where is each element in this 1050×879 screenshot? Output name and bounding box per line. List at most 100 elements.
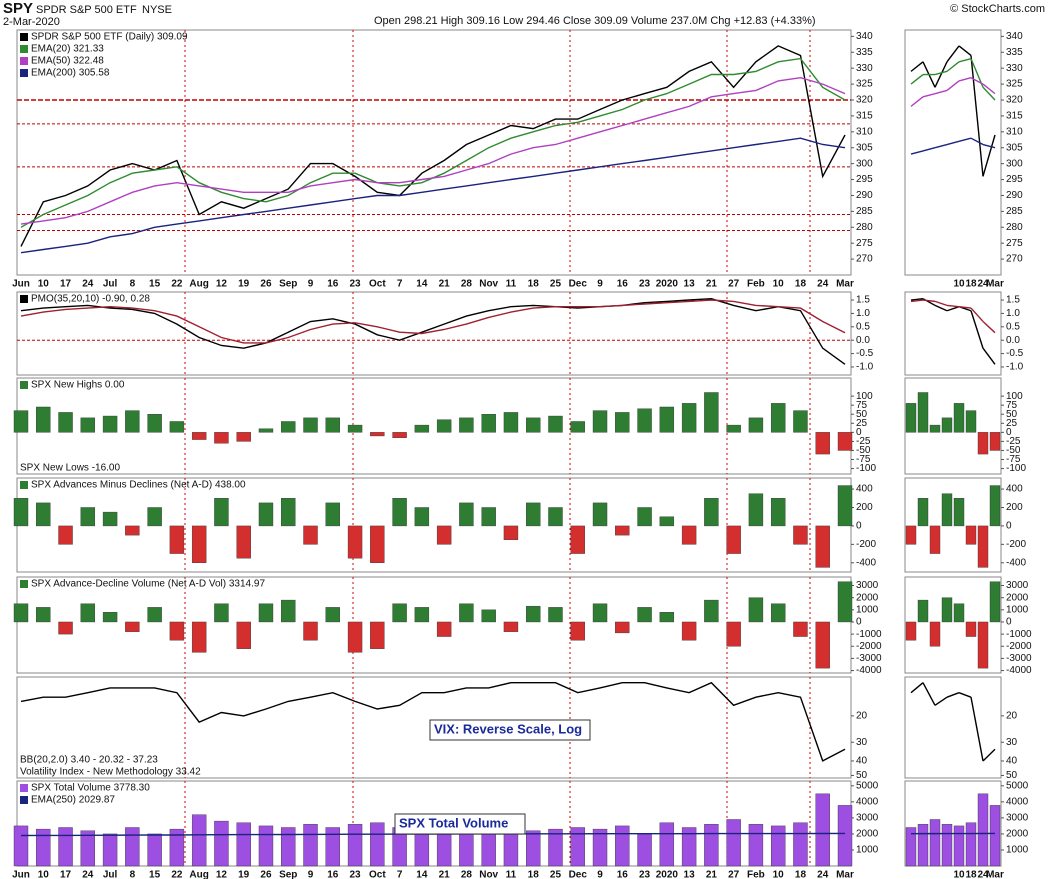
zoom-y-tick-label: -4000 — [1006, 665, 1032, 676]
zoom-panel-frame — [904, 29, 1002, 276]
zoom-line-segment — [946, 140, 960, 146]
y-tick-label: 50 — [856, 770, 868, 781]
x-tick-label: 13 — [684, 279, 696, 290]
y-tick-label: -4000 — [856, 665, 882, 676]
zoom-bar — [965, 410, 977, 433]
zoom-line-segment — [958, 45, 972, 57]
zoom-line-segment — [922, 147, 936, 152]
bar — [726, 621, 741, 647]
bar — [526, 830, 541, 867]
x-tick-label: Nov — [479, 870, 498, 879]
x-tick-label: 2020 — [656, 870, 679, 879]
x-tick-label: 16 — [617, 870, 629, 879]
zoom-bar — [929, 525, 941, 554]
bar — [637, 833, 652, 867]
panel-frame — [16, 477, 852, 573]
zoom-line-segment — [982, 347, 996, 365]
bar — [503, 621, 519, 632]
x-tick-label: 22 — [171, 279, 183, 290]
y-tick-label: -1.0 — [856, 362, 874, 373]
zoom-y-tick-label: 0 — [1006, 427, 1012, 438]
zoom-y-tick-label: 75 — [1006, 400, 1018, 411]
bar — [58, 827, 73, 867]
series-line — [20, 76, 846, 225]
series-line — [20, 45, 846, 247]
zoom-bar — [965, 525, 977, 545]
quote: Open 298.21 High 309.16 Low 294.46 Close… — [374, 15, 816, 27]
zoom-y-tick-label: 3000 — [1006, 580, 1029, 591]
y-tick-label: 20 — [856, 711, 868, 722]
bar — [793, 621, 808, 637]
bar — [681, 827, 697, 867]
series-line — [20, 681, 846, 762]
zoom-y-tick-label: 0 — [1006, 521, 1012, 532]
x-tick-label: 24 — [817, 279, 829, 290]
zoom-line-segment — [934, 300, 948, 307]
bar — [258, 502, 274, 527]
bar — [36, 502, 51, 527]
zoom-line-segment — [946, 306, 960, 312]
panel-title: PMO(35,20,10) -0.90, 0.28 — [31, 294, 150, 305]
zoom-x-tick-label: 24 — [977, 279, 989, 290]
zoom-panel-frame — [904, 291, 1002, 376]
x-tick-label: 10 — [773, 279, 785, 290]
zoom-y-tick-label: -2000 — [1006, 641, 1032, 652]
legend-swatch — [20, 33, 28, 41]
bar — [347, 424, 363, 433]
bar — [770, 498, 786, 527]
zoom-line-segment — [982, 83, 996, 95]
bar — [637, 607, 652, 623]
y-tick-label: 1.5 — [856, 295, 870, 306]
x-tick-label: 21 — [706, 279, 718, 290]
zoom-bar — [977, 793, 989, 867]
bar — [615, 412, 630, 433]
x-tick-label: 19 — [238, 870, 250, 879]
zoom-x-tick-label: 10 — [953, 870, 965, 879]
x-tick-label: Aug — [189, 870, 208, 879]
x-tick-label: 21 — [439, 279, 451, 290]
zoom-y-tick-label: -50 — [1006, 445, 1021, 456]
panel-note: Volatility Index - New Methodology 33.42 — [20, 767, 201, 778]
zoom-line-segment — [910, 96, 924, 107]
bar — [481, 507, 496, 527]
x-tick-label: Sep — [279, 870, 297, 879]
bar — [147, 414, 162, 433]
bar — [80, 603, 96, 623]
zoom-y-tick-label: 3000 — [1006, 813, 1029, 824]
zoom-bar — [989, 581, 1001, 623]
bar — [147, 607, 162, 623]
bar — [503, 525, 519, 540]
x-tick-label: 9 — [597, 279, 603, 290]
bar — [548, 415, 563, 433]
bar — [815, 432, 830, 455]
zoom-y-tick-label: 2000 — [1006, 829, 1029, 840]
zoom-line-segment — [982, 143, 996, 149]
y-tick-label: 2000 — [856, 592, 879, 603]
x-tick-label: 26 — [260, 870, 272, 879]
bar — [748, 824, 764, 867]
panel-title: SPX Advances Minus Declines (Net A-D) 43… — [31, 480, 246, 491]
bar — [392, 498, 407, 527]
zoom-bar — [941, 597, 953, 623]
zoom-bar — [905, 403, 917, 433]
bar — [548, 828, 563, 867]
bar — [837, 432, 853, 451]
bar — [258, 603, 274, 623]
y-tick-label: -75 — [856, 454, 871, 465]
bar — [637, 507, 652, 527]
bar — [13, 410, 29, 433]
bar — [548, 607, 563, 623]
bar — [436, 525, 452, 545]
zoom-bar — [989, 805, 1001, 867]
bar — [102, 511, 118, 527]
zoom-x-tick-label: Mar — [986, 279, 1004, 290]
y-tick-label: 0.0 — [856, 335, 870, 346]
bar — [815, 793, 830, 867]
bar — [770, 403, 786, 433]
bar — [347, 621, 363, 653]
x-tick-label: 27 — [728, 870, 740, 879]
bar — [414, 424, 430, 433]
y-tick-label: 5000 — [856, 780, 879, 791]
bar — [303, 824, 318, 867]
